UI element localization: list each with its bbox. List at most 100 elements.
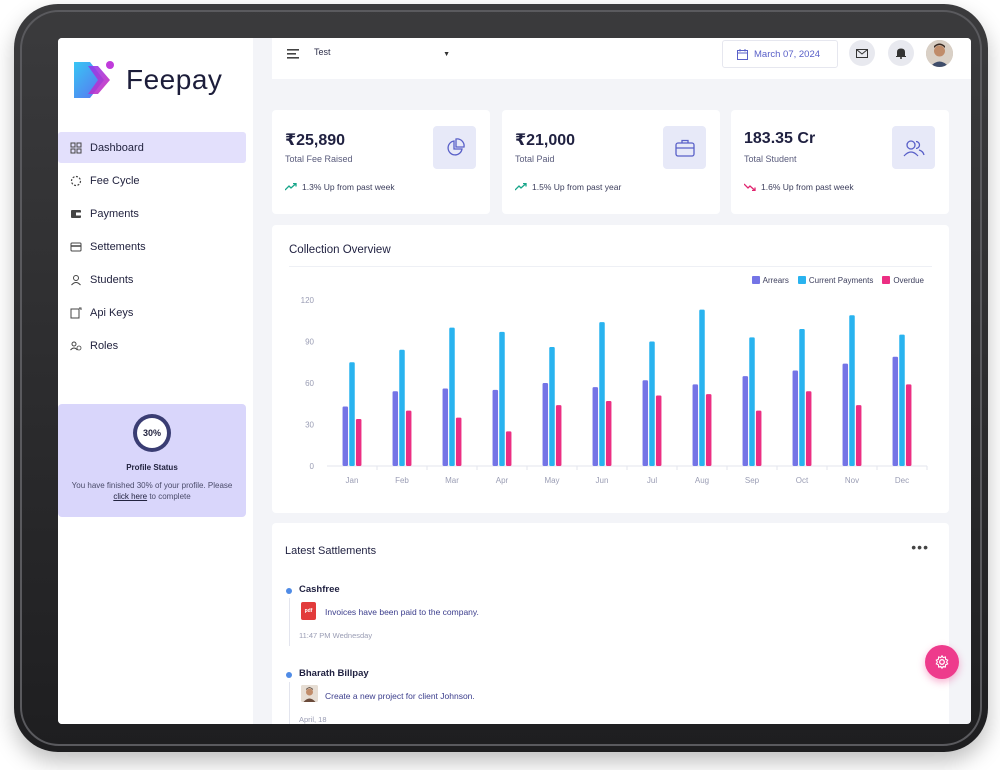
sidebar-item-label: Fee Cycle (90, 174, 140, 187)
brand-logo[interactable]: Feepay (70, 58, 222, 102)
bar-overdue-feb[interactable] (405, 410, 412, 466)
mail-button[interactable] (849, 40, 875, 66)
bar-current-payments-jul[interactable] (649, 341, 655, 467)
bar-overdue-dec[interactable] (905, 384, 912, 466)
stat-label: Total Student (744, 154, 797, 164)
pdf-icon: pdf (301, 602, 316, 620)
sidebar-item-label: Api Keys (90, 306, 134, 319)
sidebar-item-students[interactable]: Students (58, 264, 246, 295)
wallet-icon (71, 209, 81, 218)
profile-status-text: You have finished 30% of your profile. P… (71, 481, 233, 501)
bar-current-payments-apr[interactable] (499, 331, 505, 466)
date-picker-button[interactable]: March 07, 2024 (722, 40, 838, 68)
sidebar-nav: Dashboard Fee Cycle Payments Settements … (58, 132, 246, 363)
bar-arrears-nov[interactable] (842, 363, 849, 466)
collection-overview-card: Collection Overview Arrears Current Paym… (272, 225, 949, 513)
sidebar-item-label: Settements (90, 240, 146, 253)
sidebar-item-payments[interactable]: Payments (58, 198, 246, 229)
sidebar-item-fee-cycle[interactable]: Fee Cycle (58, 165, 246, 196)
complete-profile-link[interactable]: click here (113, 492, 148, 501)
legend-item-arrears[interactable]: Arrears (751, 276, 789, 285)
timeline-line (288, 598, 290, 646)
stat-icon-box (892, 126, 935, 169)
bar-overdue-sep[interactable] (755, 410, 762, 466)
bar-overdue-jul[interactable] (655, 395, 662, 466)
x-tick-label: May (544, 476, 559, 485)
trend-up-icon (515, 183, 527, 191)
y-tick-label: 60 (305, 379, 314, 388)
sidebar-item-dashboard[interactable]: Dashboard (58, 132, 246, 163)
student-icon (71, 274, 81, 285)
bar-current-payments-nov[interactable] (849, 315, 855, 466)
bar-arrears-jan[interactable] (342, 406, 349, 466)
legend-item-overdue[interactable]: Overdue (882, 276, 924, 285)
bar-current-payments-jan[interactable] (349, 362, 355, 466)
x-tick-label: Jan (346, 476, 359, 485)
key-icon (70, 307, 82, 318)
bar-current-payments-mar[interactable] (449, 327, 455, 466)
bar-current-payments-aug[interactable] (699, 309, 705, 466)
legend-item-current-payments[interactable]: Current Payments (797, 276, 873, 285)
bar-current-payments-feb[interactable] (399, 349, 405, 466)
bar-arrears-sep[interactable] (742, 376, 749, 466)
bar-overdue-nov[interactable] (855, 405, 862, 466)
x-tick-label: Apr (496, 476, 509, 485)
x-tick-label: Jul (647, 476, 657, 485)
settings-fab[interactable] (925, 645, 959, 679)
bar-current-payments-jun[interactable] (599, 322, 605, 466)
stat-value: ₹21,000 (515, 132, 576, 149)
bar-current-payments-may[interactable] (549, 347, 555, 466)
bar-chart[interactable]: 0 30 60 90 120 Jan Feb Mar Apr May Jun Jul Aug Sep Oct… (272, 225, 949, 513)
sidebar-item-settlements[interactable]: Settements (58, 231, 246, 262)
profile-status-card: 30% Profile Status You have finished 30%… (58, 404, 246, 517)
bar-overdue-mar[interactable] (455, 417, 462, 466)
bar-overdue-apr[interactable] (505, 431, 512, 466)
pie-chart-icon (447, 137, 465, 155)
bar-current-payments-dec[interactable] (899, 334, 905, 466)
bar-arrears-oct[interactable] (792, 370, 799, 466)
settlement-name: Bharath Billpay (299, 668, 369, 679)
bar-overdue-oct[interactable] (805, 391, 812, 466)
workspace-select[interactable]: Test ▼ (314, 47, 450, 65)
trend-down-icon (744, 183, 756, 191)
bar-arrears-dec[interactable] (892, 356, 899, 466)
top-bar: Test ▼ March 07, 2024 (272, 38, 971, 79)
feepay-logo-icon (70, 58, 118, 102)
sidebar-item-label: Roles (90, 339, 119, 352)
menu-icon[interactable] (287, 49, 299, 59)
app-screen: Feepay Dashboard Fee Cycle Payments Se (58, 38, 971, 724)
sidebar: Feepay Dashboard Fee Cycle Payments Se (58, 38, 253, 724)
stat-card-total-paid: ₹21,000 Total Paid 1.5% Up from past yea… (502, 110, 720, 214)
roles-icon (70, 341, 82, 350)
bar-overdue-aug[interactable] (705, 394, 712, 466)
bar-overdue-may[interactable] (555, 405, 562, 466)
divider (289, 266, 932, 267)
stat-icon-box (663, 126, 706, 169)
x-tick-label: Nov (845, 476, 859, 485)
bar-overdue-jun[interactable] (605, 400, 612, 466)
bar-arrears-aug[interactable] (692, 384, 699, 466)
bar-overdue-jan[interactable] (355, 418, 362, 466)
notifications-button[interactable] (888, 40, 914, 66)
brand-name: Feepay (126, 64, 223, 95)
cycle-icon (70, 175, 82, 186)
stat-value: 183.35 Cr (744, 130, 816, 147)
sidebar-item-api-keys[interactable]: Api Keys (58, 297, 246, 328)
more-options-icon[interactable]: ••• (911, 539, 929, 555)
bar-arrears-may[interactable] (542, 383, 549, 466)
bar-arrears-apr[interactable] (492, 389, 499, 466)
settlements-title: Latest Sattlements (285, 545, 377, 557)
profile-percent: 30% (137, 418, 167, 448)
y-tick-label: 90 (305, 338, 314, 347)
user-avatar[interactable] (926, 40, 953, 67)
bar-arrears-jun[interactable] (592, 387, 599, 466)
sidebar-item-roles[interactable]: Roles (58, 330, 246, 361)
bar-arrears-feb[interactable] (392, 391, 399, 466)
stat-trend: 1.6% Up from past week (744, 182, 854, 192)
bar-current-payments-sep[interactable] (749, 337, 755, 466)
settlement-name: Cashfree (299, 584, 340, 595)
bar-arrears-mar[interactable] (442, 388, 449, 466)
x-tick-label: Feb (395, 476, 409, 485)
bar-arrears-jul[interactable] (642, 380, 649, 466)
bar-current-payments-oct[interactable] (799, 329, 805, 466)
